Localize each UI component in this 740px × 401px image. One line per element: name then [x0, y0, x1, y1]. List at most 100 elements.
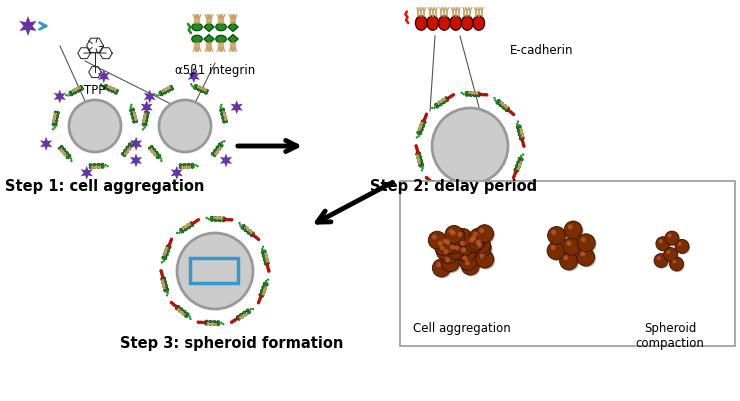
Ellipse shape	[477, 93, 480, 95]
Ellipse shape	[464, 198, 467, 201]
Circle shape	[257, 302, 260, 304]
Circle shape	[430, 233, 448, 251]
Circle shape	[249, 310, 251, 313]
Ellipse shape	[496, 191, 499, 194]
Ellipse shape	[444, 97, 448, 100]
Circle shape	[161, 261, 163, 264]
Circle shape	[159, 101, 211, 153]
Circle shape	[434, 261, 451, 279]
Circle shape	[446, 227, 465, 245]
Ellipse shape	[153, 154, 156, 156]
Circle shape	[465, 235, 483, 253]
Circle shape	[514, 170, 517, 173]
Circle shape	[177, 233, 253, 309]
Circle shape	[655, 255, 669, 269]
Circle shape	[564, 221, 582, 239]
Circle shape	[53, 125, 55, 128]
Ellipse shape	[218, 148, 221, 151]
Ellipse shape	[165, 285, 168, 288]
Ellipse shape	[266, 258, 269, 261]
Circle shape	[162, 258, 164, 260]
Circle shape	[454, 246, 460, 251]
Circle shape	[503, 186, 506, 188]
Ellipse shape	[419, 164, 421, 168]
Ellipse shape	[222, 217, 225, 220]
Circle shape	[223, 141, 226, 143]
Ellipse shape	[493, 193, 496, 196]
Circle shape	[461, 248, 466, 253]
Circle shape	[249, 308, 252, 310]
Circle shape	[252, 234, 255, 237]
Ellipse shape	[496, 102, 499, 105]
Ellipse shape	[186, 313, 189, 316]
Ellipse shape	[216, 24, 226, 32]
Ellipse shape	[192, 36, 202, 44]
Circle shape	[441, 191, 443, 193]
Ellipse shape	[61, 151, 64, 154]
Ellipse shape	[205, 90, 209, 93]
Circle shape	[197, 219, 200, 222]
Ellipse shape	[153, 149, 156, 152]
Circle shape	[263, 250, 265, 252]
Polygon shape	[220, 154, 232, 168]
Circle shape	[568, 225, 573, 230]
Ellipse shape	[126, 151, 129, 154]
Ellipse shape	[427, 17, 439, 31]
Circle shape	[659, 240, 662, 243]
Circle shape	[166, 294, 168, 297]
Ellipse shape	[420, 124, 423, 128]
Ellipse shape	[121, 153, 124, 156]
Circle shape	[520, 158, 523, 160]
Ellipse shape	[420, 160, 423, 163]
Circle shape	[421, 170, 423, 172]
Ellipse shape	[432, 181, 435, 184]
Ellipse shape	[250, 234, 253, 237]
Ellipse shape	[465, 95, 468, 97]
Circle shape	[451, 231, 456, 236]
Ellipse shape	[417, 157, 420, 160]
Ellipse shape	[63, 149, 66, 152]
Circle shape	[70, 160, 73, 163]
Circle shape	[206, 217, 208, 219]
Ellipse shape	[89, 164, 92, 167]
Circle shape	[457, 196, 460, 199]
Circle shape	[191, 223, 194, 225]
Ellipse shape	[519, 138, 522, 141]
Circle shape	[476, 251, 494, 268]
Circle shape	[473, 198, 476, 200]
Ellipse shape	[223, 113, 226, 116]
Polygon shape	[231, 101, 243, 115]
Circle shape	[104, 85, 106, 88]
Ellipse shape	[471, 196, 475, 199]
Circle shape	[514, 172, 517, 175]
Ellipse shape	[101, 166, 104, 169]
Circle shape	[423, 118, 426, 121]
Circle shape	[445, 226, 463, 244]
Ellipse shape	[223, 121, 225, 124]
Polygon shape	[130, 154, 142, 168]
Circle shape	[448, 243, 466, 261]
Ellipse shape	[61, 146, 64, 149]
Circle shape	[160, 270, 163, 273]
Ellipse shape	[516, 126, 519, 130]
Circle shape	[422, 168, 424, 170]
Circle shape	[466, 236, 485, 254]
Circle shape	[430, 181, 433, 184]
Circle shape	[173, 304, 176, 307]
Circle shape	[468, 238, 474, 243]
Circle shape	[169, 243, 171, 245]
Ellipse shape	[215, 151, 218, 154]
Ellipse shape	[260, 290, 263, 293]
Circle shape	[436, 263, 441, 267]
Ellipse shape	[416, 153, 418, 156]
Ellipse shape	[464, 196, 467, 198]
Circle shape	[505, 184, 507, 186]
Ellipse shape	[214, 217, 218, 219]
Circle shape	[458, 232, 462, 237]
Ellipse shape	[68, 155, 71, 158]
Ellipse shape	[192, 24, 202, 32]
Ellipse shape	[497, 100, 500, 103]
Ellipse shape	[167, 90, 170, 93]
Circle shape	[678, 242, 682, 246]
Ellipse shape	[460, 196, 463, 198]
